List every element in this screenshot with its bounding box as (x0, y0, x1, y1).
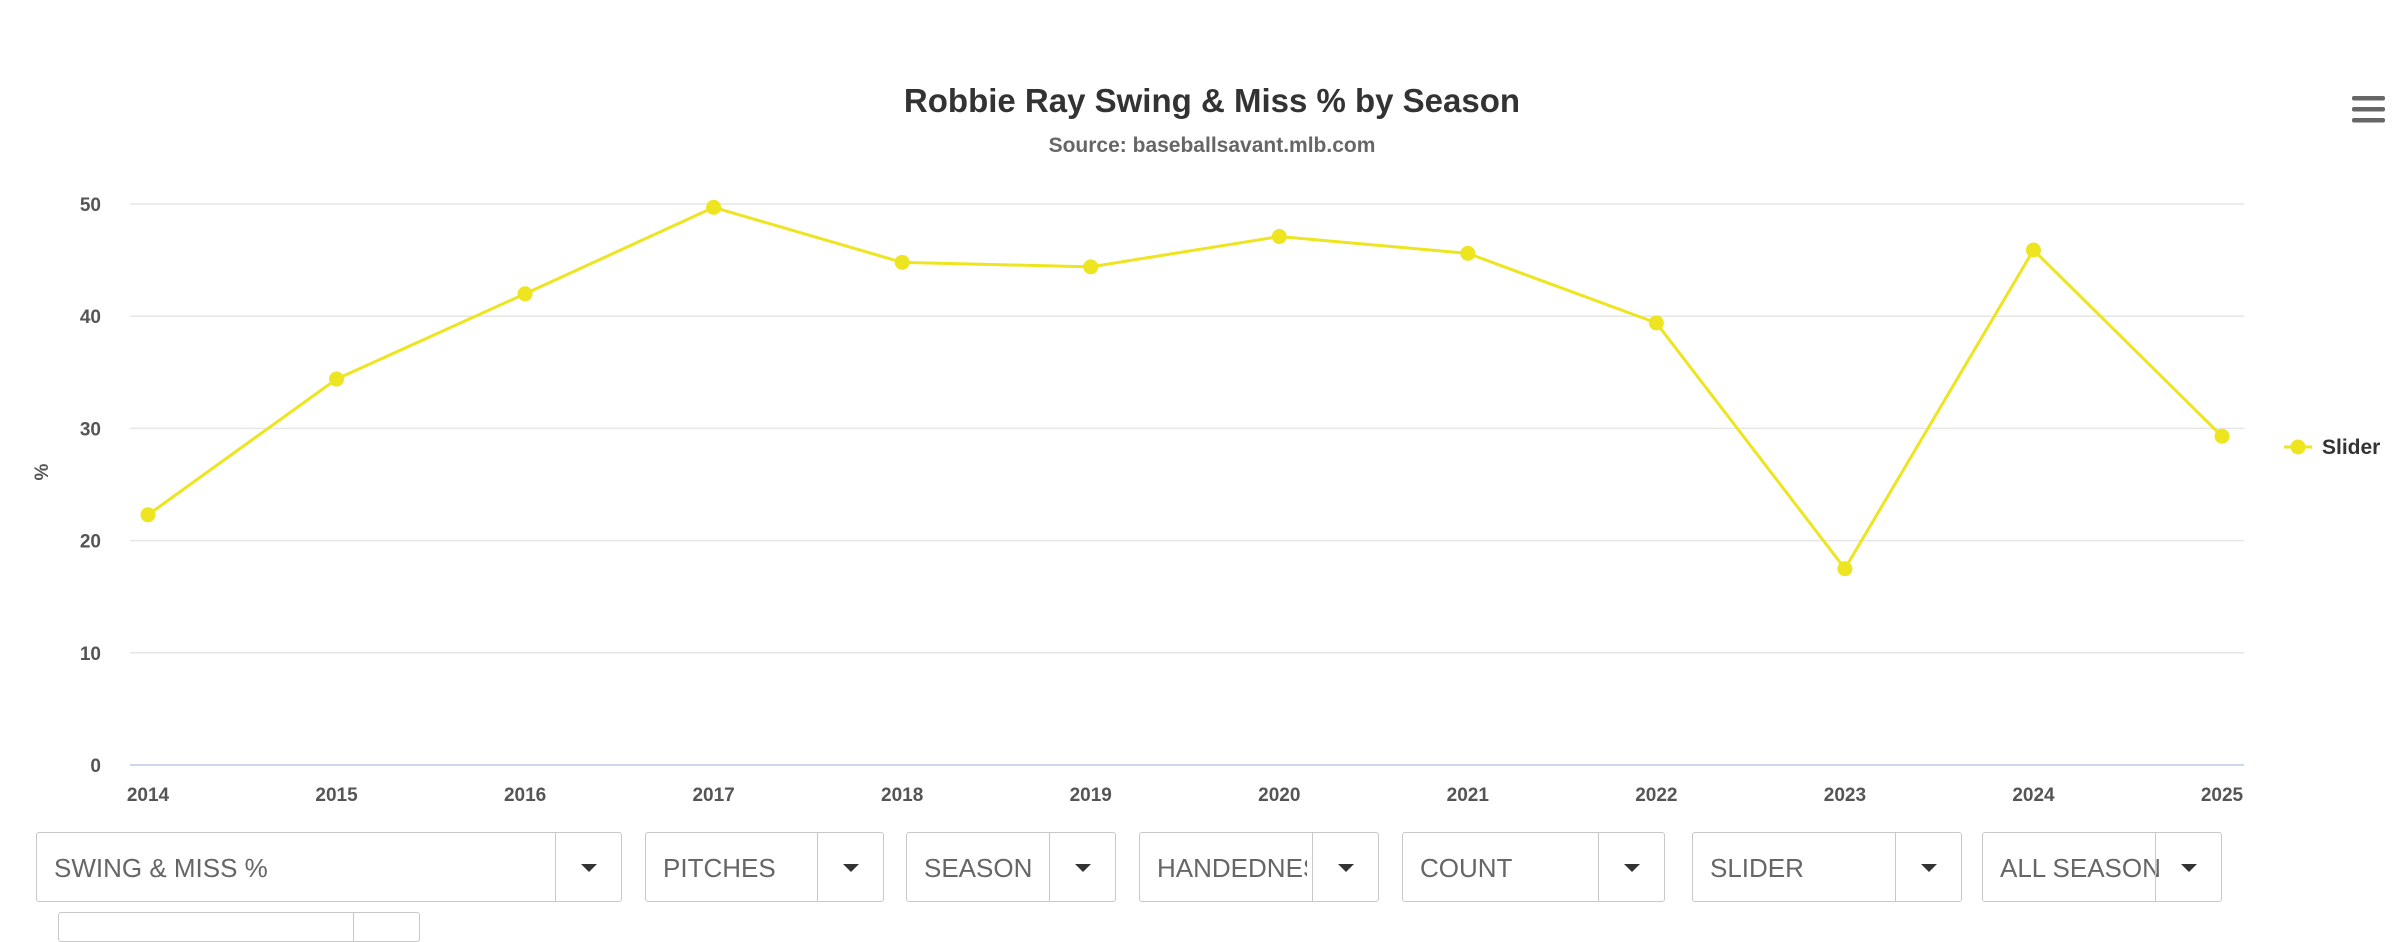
pitch-type-dropdown[interactable]: SLIDER (1692, 832, 1962, 902)
season-dropdown-button[interactable] (1049, 833, 1115, 901)
data-point[interactable] (1083, 259, 1099, 275)
count-dropdown-button[interactable] (1598, 833, 1664, 901)
x-tick-label: 2020 (1258, 785, 1300, 806)
y-axis-label: % (32, 463, 53, 480)
data-point[interactable] (140, 507, 156, 523)
pitches-dropdown-button[interactable] (817, 833, 883, 901)
chevron-down-icon (580, 864, 597, 872)
x-tick-label: 2021 (1447, 785, 1490, 806)
pitch-type-dropdown-button[interactable] (1895, 833, 1961, 901)
x-tick-label: 2018 (881, 785, 923, 806)
pitch-type-dropdown-label: SLIDER (1710, 853, 1804, 883)
data-point[interactable] (894, 254, 910, 270)
chevron-down-icon (1337, 864, 1354, 872)
y-tick-label: 0 (90, 756, 101, 777)
legend-symbol (2290, 439, 2306, 455)
chart-area: Robbie Ray Swing & Miss % by Season Sour… (32, 82, 2385, 806)
handedness-dropdown[interactable]: HANDEDNESS (1139, 832, 1379, 902)
chart-title: Robbie Ray Swing & Miss % by Season (904, 82, 1520, 119)
data-point[interactable] (2214, 428, 2230, 444)
seasons-dropdown[interactable]: ALL SEASONS (1982, 832, 2222, 902)
y-axis-ticks: 0 10 20 30 40 50 (80, 195, 101, 777)
hamburger-menu-icon[interactable] (2343, 90, 2385, 130)
chevron-down-icon (842, 864, 859, 872)
chevron-down-icon (1920, 864, 1937, 872)
data-point[interactable] (706, 199, 722, 215)
x-axis-ticks: 2014 2015 2016 2017 2018 2019 2020 2021 2022 2023… (127, 785, 2244, 806)
x-tick-label: 2025 (2201, 785, 2244, 806)
data-point[interactable] (1460, 245, 1476, 261)
x-tick-label: 2015 (315, 785, 358, 806)
metric-dropdown-label: SWING & MISS % (54, 853, 268, 883)
chevron-down-icon (2180, 864, 2197, 872)
handedness-dropdown-button[interactable] (1312, 833, 1378, 901)
data-point[interactable] (1837, 561, 1853, 577)
pitches-dropdown-label: PITCHES (663, 853, 776, 883)
chart-subtitle: Source: baseballsavant.mlb.com (1049, 134, 1376, 157)
season-dropdown-label: SEASON (924, 853, 1033, 883)
series-line (147, 205, 2224, 571)
metric-dropdown-button[interactable] (555, 833, 621, 901)
x-tick-label: 2022 (1635, 785, 1677, 806)
seasons-dropdown-label: ALL SEASONS (2000, 853, 2160, 883)
y-tick-label: 40 (80, 307, 101, 328)
y-tick-label: 10 (80, 644, 101, 665)
data-point[interactable] (329, 371, 345, 387)
season-dropdown[interactable]: SEASON (906, 832, 1116, 902)
legend-label[interactable]: Slider (2322, 436, 2380, 459)
handedness-dropdown-label: HANDEDNESS (1157, 853, 1307, 883)
pitches-dropdown[interactable]: PITCHES (645, 832, 884, 902)
gridlines (130, 203, 2244, 654)
count-dropdown-label: COUNT (1420, 853, 1513, 883)
count-dropdown[interactable]: COUNT (1402, 832, 1665, 902)
metric-dropdown[interactable]: SWING & MISS % (36, 832, 622, 902)
legend[interactable]: Slider (2284, 436, 2380, 459)
extra-dropdown[interactable] (58, 912, 420, 942)
chevron-down-icon (1074, 864, 1091, 872)
y-tick-label: 20 (80, 532, 101, 553)
seasons-dropdown-button[interactable] (2155, 833, 2221, 901)
x-tick-label: 2023 (1824, 785, 1866, 806)
data-point[interactable] (2025, 242, 2041, 258)
y-tick-label: 30 (80, 419, 101, 440)
data-point[interactable] (1271, 229, 1287, 245)
chevron-down-icon (1623, 864, 1640, 872)
filter-bar: SWING & MISS % PITCHES SEASON HANDEDNESS… (36, 832, 2266, 904)
y-tick-label: 50 (80, 195, 101, 216)
x-tick-label: 2019 (1070, 785, 1112, 806)
x-tick-label: 2024 (2012, 785, 2055, 806)
x-tick-label: 2014 (127, 785, 170, 806)
extra-dropdown-button[interactable] (353, 913, 419, 941)
data-point[interactable] (1648, 315, 1664, 331)
x-tick-label: 2017 (692, 785, 734, 806)
x-tick-label: 2016 (504, 785, 546, 806)
series-slider (140, 199, 2230, 577)
data-point[interactable] (517, 286, 533, 302)
